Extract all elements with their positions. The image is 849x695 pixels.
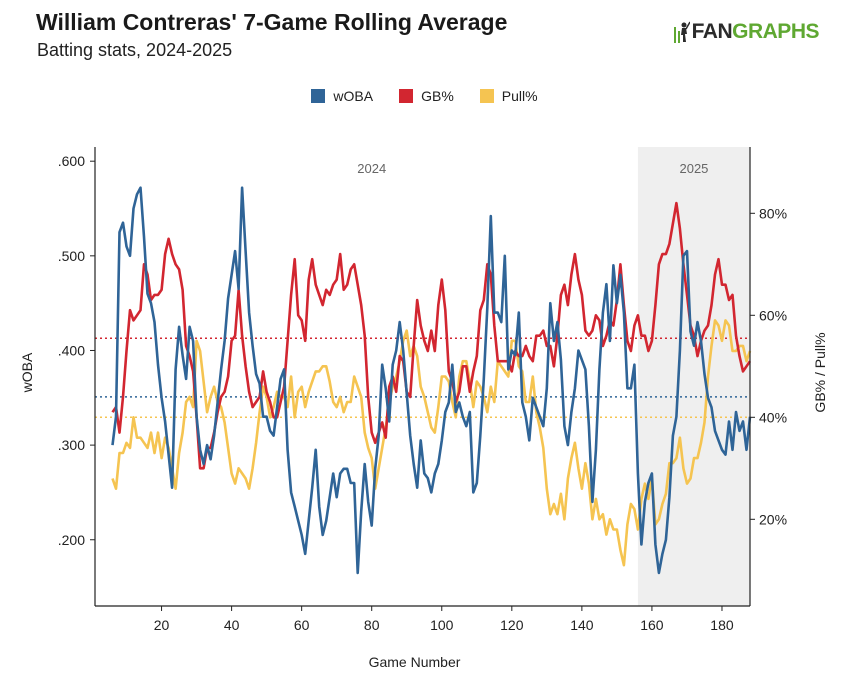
legend-label-gb: GB%: [421, 88, 454, 104]
x-tick-label: 180: [710, 617, 734, 633]
x-axis-title: Game Number: [369, 654, 461, 670]
y-right-tick-label: 20%: [759, 511, 787, 527]
y-right-tick-label: 40%: [759, 409, 787, 425]
legend-swatch-woba: [311, 89, 326, 103]
chart-title: William Contreras' 7-Game Rolling Averag…: [36, 9, 508, 35]
x-tick-label: 20: [154, 617, 170, 633]
y-axis-left-title: wOBA: [19, 352, 35, 393]
x-tick-label: 80: [364, 617, 380, 633]
y-left-tick-label: .200: [58, 532, 85, 548]
y-right-tick-label: 60%: [759, 307, 787, 323]
y-left-tick-label: .300: [58, 437, 85, 453]
season-label-2024: 2024: [357, 161, 386, 176]
season-2025-shade: [637, 147, 750, 606]
x-tick-label: 40: [224, 617, 240, 633]
woba-series-line: [111, 186, 752, 575]
x-tick-label: 140: [570, 617, 594, 633]
gb-series-line: [111, 201, 752, 470]
legend-item-pull[interactable]: Pull%: [479, 88, 538, 104]
x-tick-label: 60: [294, 617, 310, 633]
y-left-tick-label: .600: [58, 153, 85, 169]
batter-icon: [673, 21, 690, 43]
chart-subtitle: Batting stats, 2024-2025: [37, 40, 233, 60]
fangraphs-logo[interactable]: FAN GRAPHS: [673, 20, 819, 44]
season-label-2025: 2025: [679, 161, 708, 176]
chart-legend: wOBA GB% Pull%: [0, 88, 849, 104]
y-axis-right-title: GB% / Pull%: [812, 332, 828, 412]
legend-label-pull: Pull%: [501, 88, 538, 104]
logo-text-graphs: GRAPHS: [732, 20, 819, 43]
legend-swatch-gb: [399, 89, 414, 103]
y-left-tick-label: .500: [58, 248, 85, 264]
y-right-tick-label: 80%: [759, 205, 787, 221]
x-tick-label: 100: [430, 617, 454, 633]
x-tick-label: 120: [500, 617, 524, 633]
legend-swatch-pull: [479, 89, 494, 103]
legend-item-gb[interactable]: GB%: [399, 88, 454, 104]
logo-text-fan: FAN: [691, 20, 733, 43]
x-tick-label: 160: [640, 617, 664, 633]
legend-label-woba: wOBA: [333, 88, 374, 104]
legend-item-woba[interactable]: wOBA: [311, 88, 373, 104]
y-left-tick-label: .400: [58, 342, 85, 358]
